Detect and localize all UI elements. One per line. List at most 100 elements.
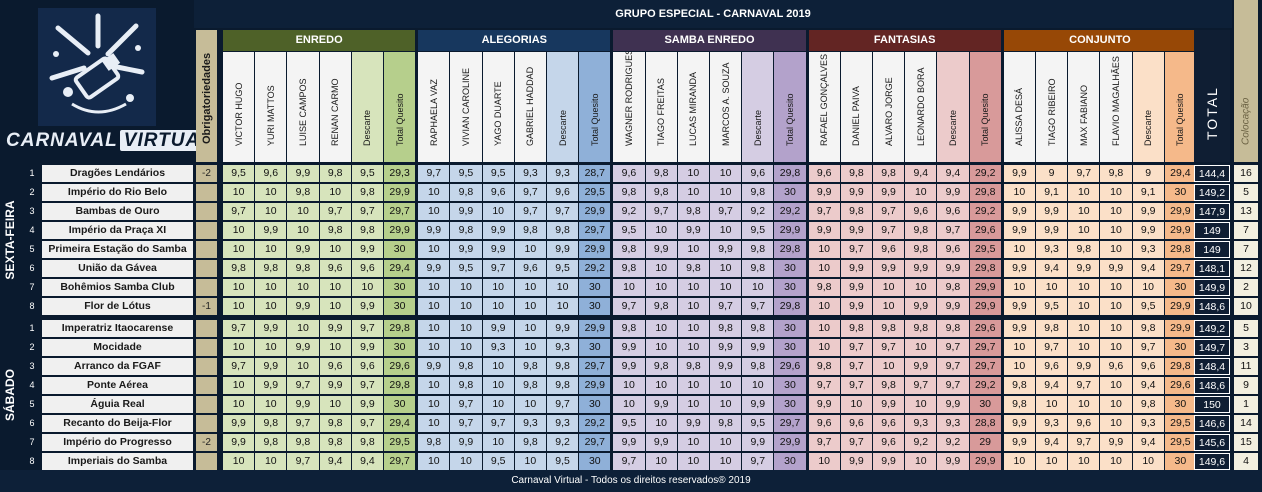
school-name[interactable]: Bambas de Ouro [42, 203, 193, 220]
school-name[interactable]: Flor de Lótus [42, 298, 193, 315]
score-cell: 9,7 [1068, 165, 1100, 182]
score-cell: 10 [1100, 203, 1132, 220]
score-cell: 9,3 [547, 339, 579, 356]
school-name[interactable]: Império do Progresso [42, 434, 193, 451]
school-name[interactable]: Império da Praça XI [42, 222, 193, 239]
score-cell: 9,6 [873, 434, 905, 451]
score-cell: 9,7 [937, 377, 969, 394]
group-header-4: CONJUNTO [1003, 30, 1196, 51]
score-cell: 10 [677, 453, 709, 470]
school-name[interactable]: Primeira Estação do Samba [42, 241, 193, 258]
score-cell: 10 [287, 222, 319, 239]
score-cell: 9,5 [450, 260, 482, 277]
score-cell: 9,2 [937, 434, 969, 451]
score-cell: 9,9 [351, 396, 383, 413]
score-cell: 10 [808, 453, 840, 470]
school-name[interactable]: Águia Real [42, 396, 193, 413]
obrigatoriedade-cell [196, 320, 217, 337]
score-cell: 9,9 [223, 415, 255, 432]
school-name[interactable]: Império do Rio Belo [42, 184, 193, 201]
score-cell: 29,7 [969, 358, 1001, 375]
score-cell: 9,7 [840, 434, 872, 451]
school-name[interactable]: Imperatriz Itaocarense [42, 320, 193, 337]
score-cell: 29,5 [579, 184, 611, 201]
score-cell: 9,8 [613, 320, 645, 337]
judge-name: Descarte [1143, 109, 1154, 146]
score-cell: 30 [774, 279, 806, 296]
score-cell: 10 [547, 298, 579, 315]
column-header: DANIEL PAIVA [840, 52, 872, 162]
score-cell: 9,4 [1036, 377, 1068, 394]
column-header: Descarte [351, 52, 383, 162]
score-cell: 9,9 [873, 184, 905, 201]
score-cell: 29,9 [969, 279, 1001, 296]
score-cell: 10 [418, 184, 450, 201]
score-cell: 9,9 [547, 241, 579, 258]
score-cell: 9,9 [1003, 260, 1035, 277]
score-cell: 10 [905, 279, 937, 296]
score-cell: 10 [905, 339, 937, 356]
obrigatoriedade-cell [196, 260, 217, 277]
score-cell: 9,1 [1132, 184, 1164, 201]
judge-name: Descarte [557, 109, 568, 146]
score-cell: 9,9 [287, 241, 319, 258]
score-cell: 9,7 [937, 222, 969, 239]
score-cell: 9,7 [710, 298, 742, 315]
judge-name: YAGO DUARTE [493, 81, 504, 146]
school-name[interactable]: Dragões Lendários [42, 165, 193, 182]
score-cell: 10 [742, 279, 774, 296]
column-header: RAPHAELA VAZ [418, 52, 450, 162]
score-cell: 10 [223, 298, 255, 315]
score-cell: 10 [710, 279, 742, 296]
position-cell: 4 [1234, 453, 1258, 470]
score-cell: 10 [287, 358, 319, 375]
score-cell: 9,6 [905, 203, 937, 220]
colocacao-header: Colocação [1234, 0, 1258, 162]
score-cell: 10 [905, 453, 937, 470]
column-header: MARCOS A. SOUZA [710, 52, 742, 162]
column-header: Total Quesito [774, 52, 806, 162]
score-cell: 29,7 [579, 434, 611, 451]
score-cell: 9,9 [450, 241, 482, 258]
school-name[interactable]: Mocidade [42, 339, 193, 356]
school-name[interactable]: Arranco da FGAF [42, 358, 193, 375]
total-cell: 147,9 [1194, 203, 1230, 220]
score-cell: 10 [255, 453, 287, 470]
score-cell: 10 [223, 279, 255, 296]
score-cell: 29,8 [1164, 241, 1196, 258]
score-cell: 29,4 [384, 260, 416, 277]
score-cell: 9,9 [1003, 415, 1035, 432]
score-cell: 10 [677, 339, 709, 356]
score-cell: 9,8 [255, 260, 287, 277]
judge-name: Total Quesito [1175, 93, 1186, 146]
column-header: VICTOR HUGO [223, 52, 255, 162]
score-cell: 10 [1100, 377, 1132, 394]
score-cell: 9,8 [319, 415, 351, 432]
school-name[interactable]: União da Gávea [42, 260, 193, 277]
score-cell: 29,2 [969, 165, 1001, 182]
total-cell: 149 [1194, 241, 1230, 258]
score-cell: 29,7 [1164, 260, 1196, 277]
judge-name: Total Quesito [589, 93, 600, 146]
group-header-2: SAMBA ENREDO [613, 30, 806, 51]
school-name[interactable]: Bohêmios Samba Club [42, 279, 193, 296]
score-cell: 29,8 [774, 298, 806, 315]
school-name[interactable]: Imperiais do Samba [42, 453, 193, 470]
score-cell: 9,9 [645, 241, 677, 258]
score-cell: 9,7 [873, 222, 905, 239]
school-name[interactable]: Ponte Aérea [42, 377, 193, 394]
score-cell: 29,5 [1164, 415, 1196, 432]
score-cell: 9,7 [873, 339, 905, 356]
score-cell: 10 [1100, 298, 1132, 315]
score-cell: 9,8 [514, 434, 546, 451]
school-name[interactable]: Recanto do Beija-Flor [42, 415, 193, 432]
score-cell: 9,7 [1068, 434, 1100, 451]
score-cell: 10 [742, 377, 774, 394]
position-cell: 7 [1234, 241, 1258, 258]
score-cell: 9,9 [1003, 434, 1035, 451]
total-cell: 148,6 [1194, 377, 1230, 394]
score-cell: 10 [255, 298, 287, 315]
score-cell: 29,9 [1164, 203, 1196, 220]
column-header: Descarte [937, 52, 969, 162]
score-cell: 10 [319, 339, 351, 356]
